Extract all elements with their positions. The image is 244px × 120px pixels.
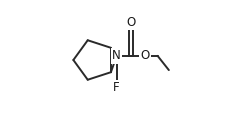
Text: O: O	[126, 16, 135, 29]
Text: N: N	[112, 49, 121, 62]
Text: O: O	[141, 49, 150, 62]
Text: F: F	[113, 81, 120, 94]
